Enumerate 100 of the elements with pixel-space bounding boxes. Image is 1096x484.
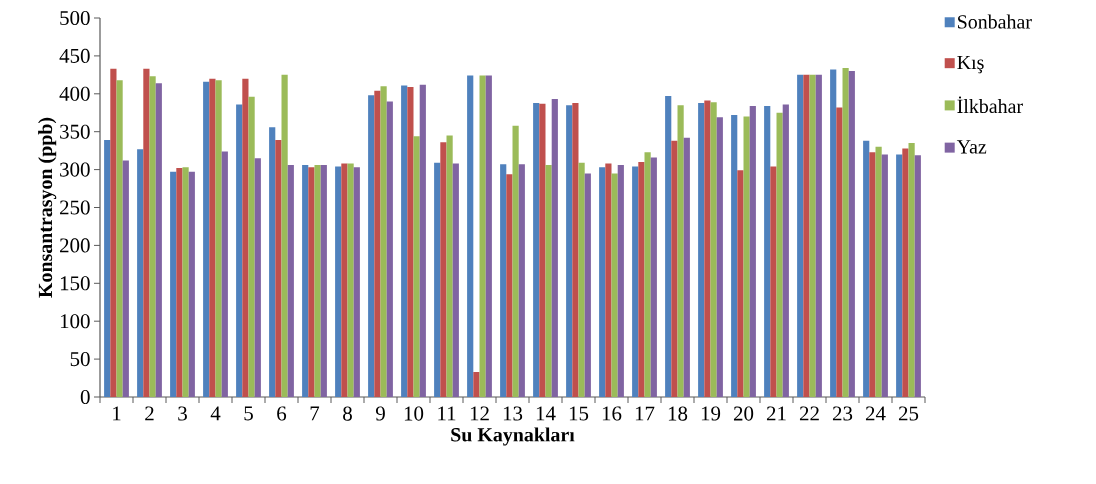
bar (584, 173, 591, 397)
bar (770, 166, 777, 397)
x-tick-label: 2 (145, 406, 154, 421)
bar (170, 171, 177, 397)
x-tick-label: 6 (277, 406, 287, 421)
bar (473, 371, 480, 397)
bar (665, 96, 672, 397)
bar (407, 86, 414, 397)
bar (710, 102, 717, 397)
bar (500, 164, 507, 397)
x-axis-title: Su Kaynakları (451, 427, 575, 446)
bar (716, 117, 723, 397)
bar (149, 76, 156, 397)
bar (881, 154, 888, 397)
legend-label: Yaz (956, 140, 987, 154)
bar (104, 140, 111, 397)
bar (143, 68, 150, 397)
x-tick-label: 12 (470, 406, 489, 421)
bar (386, 101, 393, 397)
bar (236, 104, 243, 397)
bar (452, 163, 459, 397)
x-tick-label: 15 (569, 406, 589, 421)
bar (485, 75, 492, 397)
x-tick-label: 19 (701, 406, 721, 421)
bar (782, 104, 789, 397)
y-tick-label: 450 (59, 48, 90, 63)
x-tick-label: 11 (438, 406, 456, 421)
x-tick-label: 9 (375, 406, 385, 421)
bar (611, 173, 618, 397)
bar (749, 105, 756, 397)
bar (704, 100, 711, 397)
x-tick-label: 3 (178, 406, 187, 421)
bar (446, 135, 453, 397)
bar (221, 151, 228, 397)
bar (533, 102, 540, 397)
bar (578, 162, 585, 397)
x-tick-label: 22 (799, 406, 819, 421)
bar (632, 166, 639, 397)
bar (467, 75, 474, 397)
bar (368, 95, 375, 397)
bar (566, 105, 573, 397)
bar (440, 142, 447, 397)
bar (335, 166, 342, 397)
y-axis-title: Konsantrasyon (ppb) (38, 117, 57, 298)
bar (506, 174, 513, 397)
x-tick-label: 7 (310, 406, 320, 421)
bar (176, 168, 183, 397)
bar (275, 140, 282, 397)
bar (809, 74, 816, 397)
y-tick-label: 350 (60, 124, 90, 139)
y-tick-label: 500 (60, 10, 90, 26)
bar (545, 165, 552, 397)
bar (671, 140, 678, 397)
bar (353, 167, 360, 397)
bar (731, 115, 738, 397)
legend-label: Sonbahar (958, 14, 1032, 29)
bar (914, 155, 921, 397)
x-tick-label: 14 (536, 406, 556, 421)
bar (572, 102, 579, 397)
bar (308, 167, 315, 397)
bar (638, 162, 645, 397)
bar (551, 99, 558, 397)
bar (797, 74, 804, 397)
y-tick-label: 250 (60, 200, 90, 215)
bar (644, 152, 651, 397)
bar (875, 146, 882, 397)
bar (269, 127, 276, 397)
x-tick-label: 10 (404, 406, 424, 421)
bar (518, 164, 525, 397)
bar (347, 163, 354, 397)
x-tick-label: 8 (343, 406, 352, 421)
bar (320, 165, 327, 397)
x-tick-label: 25 (898, 406, 919, 421)
bar (110, 68, 117, 397)
bar (764, 105, 771, 397)
bar (242, 78, 249, 397)
bar (314, 165, 321, 397)
bar (605, 163, 612, 397)
bar (248, 96, 255, 397)
bar (743, 116, 750, 397)
bar (512, 125, 519, 397)
x-tick-label: 5 (244, 406, 253, 421)
bar (122, 160, 129, 397)
bar (479, 75, 486, 397)
x-tick-label: 21 (766, 406, 786, 421)
y-tick-label: 0 (80, 389, 90, 405)
bar (617, 165, 624, 397)
bar (380, 86, 387, 397)
x-tick-label: 13 (503, 406, 523, 421)
bar (203, 81, 210, 397)
bar (848, 71, 855, 397)
y-tick-label: 150 (60, 276, 90, 291)
bar (908, 143, 915, 397)
bar (869, 152, 876, 397)
x-tick-label: 23 (832, 406, 853, 421)
x-tick-label: 24 (865, 406, 886, 421)
bar (254, 158, 261, 397)
bar (419, 84, 426, 397)
bar (815, 74, 822, 397)
bar (116, 80, 123, 397)
